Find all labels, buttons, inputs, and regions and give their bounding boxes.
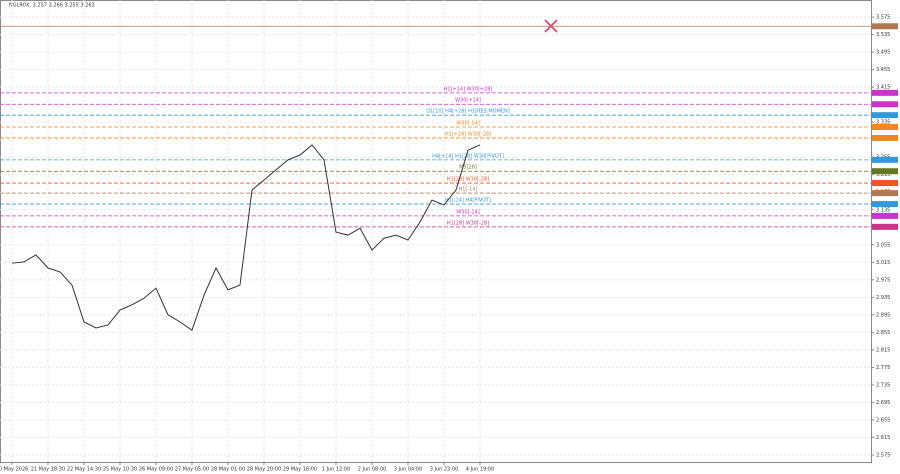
level-price-box [872,123,898,130]
y-tick-label: 3.055 [876,242,890,248]
plot-frame [0,0,872,463]
x-tick-label: 28 May 20:00 [247,467,281,473]
y-tick-label: 2.815 [876,347,890,353]
y-tick-label: 3.495 [876,50,890,56]
level-price-box [872,134,898,141]
level-price-box [872,201,898,208]
x-tick-label: 27 May 05:00 [175,467,209,473]
level-price-box [872,101,898,108]
level-label: H1[+28] W30[-28] [445,131,491,137]
level-price-box [872,112,898,119]
level-label: W30[+14] [455,98,481,104]
y-tick-label: 3.455 [876,67,890,73]
x-tick-label: 21 May 18:30 [31,467,65,473]
x-tick-label: 26 May 09:00 [139,467,173,473]
x-tick-label: 22 May 14:30 [67,467,101,473]
level-label: H1[-14] H4[PIVOT] [445,198,491,204]
y-tick-label: 3.415 [876,85,890,91]
y-tick-label: 2.695 [876,400,890,406]
level-price-box [872,23,898,30]
level-label: W30[-14] [456,209,479,215]
level-label: M5[28] [459,165,477,171]
level-price-box [872,168,898,175]
x-tick-label: 3 Jun 04:00 [394,467,423,473]
level-label: H1[+14] W30[+28] [444,86,493,92]
y-tick-label: 2.855 [876,330,890,336]
y-tick-label: 3.215 [876,172,890,178]
level-price-box [872,190,898,197]
level-price-box [872,223,898,230]
level-label: H1[28] W30[-28] [447,177,489,183]
chart-title: NGLR0X, 3.257 3.266 3.255 3.263 [9,3,95,9]
x-tick-label: 3 Jun 23:00 [430,467,459,473]
level-label: H4[+14] H1[28] W30[PIVOT] [432,153,504,159]
price-line [11,144,481,331]
x-tick-label: 20 May 2026 [0,467,28,473]
level-price-box [872,156,898,163]
level-label: D1[10] H4[+28] H1[RES.MOMEN] [426,109,510,115]
level-label: H1[-14] [458,187,477,193]
x-tick-label: 28 May 01:00 [211,467,245,473]
y-tick-label: 3.535 [876,32,890,38]
y-tick-label: 3.015 [876,260,890,266]
y-tick-label: 2.575 [876,452,890,458]
y-tick-label: 2.935 [876,295,890,301]
x-tick-label: 2 Jun 08:00 [358,467,387,473]
x-tick-label: 4 Jun 19:00 [466,467,495,473]
y-tick-label: 3.575 [876,15,890,21]
y-tick-label: 2.895 [876,312,890,318]
y-tick-label: 2.735 [876,382,890,388]
y-tick-label: 2.775 [876,365,890,371]
level-price-box [872,212,898,219]
level-label: H1[28] W30[-28] [447,220,489,226]
level-price-box [872,89,898,96]
y-tick-label: 2.615 [876,435,890,441]
y-tick-label: 2.655 [876,417,890,423]
y-tick-label: 2.975 [876,277,890,283]
x-tick-label: 29 May 16:00 [283,467,317,473]
x-tick-label: 1 Jun 12:00 [322,467,351,473]
y-tick-label: 3.135 [876,207,890,213]
x-tick-label: 25 May 10:30 [103,467,137,473]
level-price-box [872,180,898,187]
y-tick-label: 3.335 [876,120,890,126]
level-label: W30[-14] [456,120,479,126]
